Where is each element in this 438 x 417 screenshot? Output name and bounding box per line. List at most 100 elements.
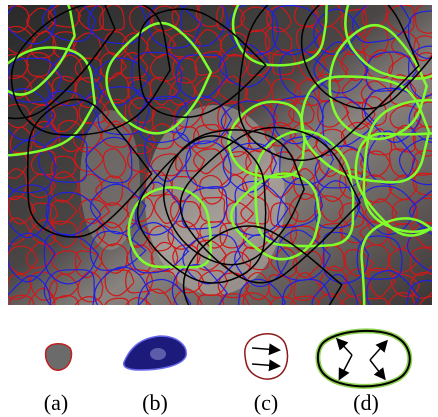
contour xyxy=(8,5,76,96)
contour xyxy=(8,57,63,103)
contour xyxy=(8,275,52,305)
contour xyxy=(388,292,416,305)
contour xyxy=(388,222,414,250)
contour xyxy=(242,292,273,305)
contour xyxy=(289,122,320,152)
contour xyxy=(8,217,32,245)
contour xyxy=(89,230,147,271)
contour xyxy=(387,248,420,273)
contour xyxy=(172,57,198,84)
contour xyxy=(74,146,105,173)
contour xyxy=(182,225,343,305)
superpixel-overlay xyxy=(8,5,432,305)
contour xyxy=(268,274,293,299)
contour xyxy=(74,296,104,305)
contour xyxy=(314,5,343,28)
arrow xyxy=(338,354,353,381)
contour xyxy=(360,217,432,305)
contour xyxy=(30,271,58,301)
contour xyxy=(77,173,103,201)
contour xyxy=(238,278,286,305)
contour xyxy=(10,5,171,136)
contour xyxy=(365,51,418,92)
contour xyxy=(265,6,293,33)
contour xyxy=(46,52,103,107)
panel-label: (a) xyxy=(44,390,68,415)
panel-label: (b) xyxy=(142,390,168,415)
contour xyxy=(45,191,102,236)
contour xyxy=(8,273,32,300)
contour xyxy=(231,5,328,67)
contour xyxy=(120,52,149,79)
contour xyxy=(57,119,85,153)
contour xyxy=(181,185,228,230)
contour xyxy=(96,221,124,247)
contour xyxy=(245,271,270,301)
contour xyxy=(137,278,193,305)
contour xyxy=(300,75,431,184)
contour xyxy=(412,197,432,225)
contour xyxy=(345,101,376,130)
contour xyxy=(136,135,267,284)
panel-d-shape-outer xyxy=(315,328,413,389)
contour xyxy=(290,225,321,253)
contour xyxy=(8,195,36,225)
contour xyxy=(398,137,432,186)
contour xyxy=(179,126,362,284)
contour xyxy=(228,5,280,55)
contour xyxy=(197,294,225,305)
contour xyxy=(410,271,432,299)
contour xyxy=(362,297,388,305)
contour xyxy=(51,155,78,179)
contour xyxy=(317,100,350,128)
contour xyxy=(126,244,154,276)
contour xyxy=(97,86,150,136)
contour xyxy=(193,148,224,175)
contour xyxy=(319,195,344,223)
contour xyxy=(8,25,37,54)
contour xyxy=(147,5,202,49)
contour xyxy=(219,293,250,305)
contour xyxy=(175,54,228,100)
contour xyxy=(220,31,250,57)
contour xyxy=(198,269,229,297)
contour xyxy=(8,5,57,45)
contour xyxy=(318,25,345,53)
contour xyxy=(222,151,252,176)
contour xyxy=(8,139,57,194)
contour xyxy=(145,288,173,305)
contour xyxy=(340,49,367,82)
contour xyxy=(240,196,270,225)
contour xyxy=(50,294,80,305)
contour xyxy=(147,123,175,150)
contour xyxy=(145,270,178,294)
contour xyxy=(271,49,296,76)
arrow xyxy=(369,359,386,381)
contour xyxy=(162,129,305,266)
contour xyxy=(271,5,324,56)
panel-d-shape xyxy=(316,329,411,388)
contour xyxy=(167,220,200,250)
arrow xyxy=(251,343,281,356)
contour xyxy=(217,272,250,299)
contour xyxy=(220,100,276,150)
contour xyxy=(50,220,79,248)
panel-c-shape xyxy=(244,333,289,380)
contour xyxy=(240,6,273,33)
contour xyxy=(366,270,420,305)
contour xyxy=(174,99,204,129)
contour xyxy=(361,96,388,127)
contour xyxy=(8,88,55,141)
contour xyxy=(316,54,349,82)
panel-label: (c) xyxy=(254,390,278,415)
contour xyxy=(146,30,177,59)
contour xyxy=(199,174,224,205)
contour xyxy=(361,5,388,27)
contour xyxy=(244,104,278,131)
contour xyxy=(293,79,320,107)
contour xyxy=(49,199,78,225)
contour xyxy=(368,267,396,298)
contour xyxy=(412,172,432,196)
contour xyxy=(77,5,105,31)
